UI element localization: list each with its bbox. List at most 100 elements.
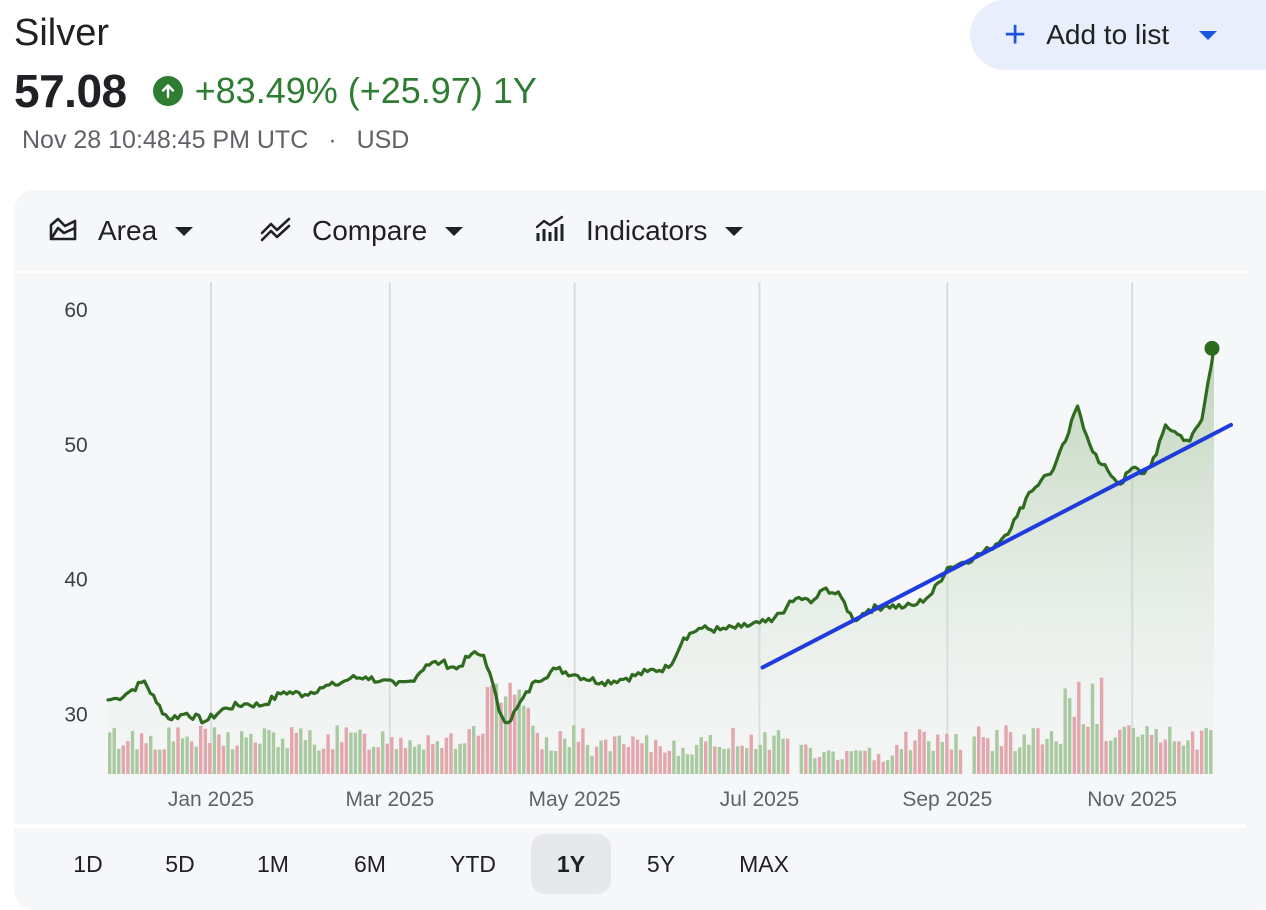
volume-bar	[1031, 728, 1035, 774]
volume-bar	[203, 728, 207, 774]
volume-bar	[280, 738, 285, 774]
volume-bar	[444, 737, 449, 774]
volume-bar	[435, 741, 439, 774]
volume-bar	[1109, 740, 1113, 774]
volume-bar	[899, 749, 904, 774]
volume-bar	[772, 735, 776, 774]
range-button-ytd[interactable]: YTD	[450, 850, 496, 877]
range-button-max[interactable]: MAX	[739, 850, 789, 877]
volume-bar	[1186, 740, 1190, 774]
volume-bar	[776, 730, 781, 774]
separator-dot: ·	[328, 126, 337, 154]
volume-bar	[654, 739, 658, 774]
volume-bar	[1190, 731, 1195, 774]
toolbar-divider	[14, 271, 1246, 273]
volume-bar	[326, 734, 330, 774]
volume-bar	[995, 730, 999, 774]
volume-bar	[940, 742, 944, 774]
price-row: 57.08 +83.49% (+25.97) 1Y	[14, 64, 537, 118]
range-button-5y[interactable]: 5Y	[646, 850, 676, 877]
volume-bar	[353, 732, 358, 774]
compare-dropdown[interactable]: Compare	[260, 190, 464, 272]
volume-bar	[881, 761, 885, 774]
add-to-list-button[interactable]: + Add to list	[970, 0, 1266, 70]
chart-type-dropdown[interactable]: Area	[48, 190, 194, 272]
volume-bar	[189, 741, 194, 774]
volume-bar	[785, 738, 790, 774]
volume-bar	[672, 740, 676, 774]
volume-bar	[745, 748, 749, 774]
range-button-1d[interactable]: 1D	[73, 850, 103, 877]
volume-bar	[1200, 730, 1204, 774]
volume-bar	[394, 749, 399, 774]
volume-bar	[171, 741, 176, 774]
chevron-down-icon	[445, 226, 464, 236]
volume-bar	[299, 728, 303, 774]
volume-bar	[303, 740, 308, 774]
volume-bar	[927, 741, 931, 774]
volume-bar	[626, 747, 631, 774]
volume-bar	[371, 746, 376, 774]
volume-bar	[576, 741, 581, 774]
volume-bar	[494, 683, 499, 774]
volume-bar	[663, 752, 667, 774]
volume-bar	[767, 749, 772, 774]
volume-bar	[117, 748, 121, 774]
volume-bar	[699, 737, 703, 774]
page-title: Silver	[14, 12, 110, 54]
volume-bar	[476, 735, 480, 774]
area-chart-icon	[48, 216, 78, 247]
volume-bar	[972, 736, 976, 774]
volume-bar	[531, 725, 535, 774]
y-tick-label: 50	[64, 434, 87, 457]
volume-bar	[408, 740, 412, 774]
volume-bar	[508, 682, 512, 774]
volume-bar	[1113, 737, 1117, 774]
volume-bar	[367, 749, 371, 774]
volume-bar	[1090, 683, 1095, 774]
volume-bar	[485, 687, 490, 774]
volume-bar	[690, 754, 694, 774]
volume-bar	[704, 741, 708, 774]
volume-bar	[139, 733, 144, 774]
volume-bar	[717, 746, 722, 774]
y-tick-label: 40	[64, 569, 87, 592]
volume-bar	[913, 740, 917, 774]
range-button-1m[interactable]: 1M	[257, 850, 289, 877]
volume-bar	[931, 750, 935, 774]
volume-bar	[526, 707, 530, 774]
volume-bar	[462, 743, 467, 774]
volume-bar	[1145, 726, 1149, 774]
volume-bar	[167, 727, 171, 774]
x-tick-label: Jan 2025	[168, 788, 254, 811]
volume-bar	[540, 749, 544, 774]
volume-bar	[990, 751, 995, 774]
volume-bar	[1172, 741, 1177, 774]
volume-bar	[836, 759, 840, 774]
chevron-down-icon[interactable]	[1199, 30, 1218, 40]
range-button-6m[interactable]: 6M	[354, 850, 386, 877]
x-tick-label: Mar 2025	[345, 788, 434, 811]
volume-bar	[1140, 734, 1145, 774]
trendline	[760, 422, 1233, 670]
volume-bar	[840, 759, 844, 774]
indicators-dropdown[interactable]: Indicators	[534, 190, 744, 272]
volume-bar	[362, 733, 367, 774]
volume-bar	[617, 735, 621, 774]
volume-bar	[358, 729, 362, 774]
volume-bar	[385, 743, 389, 774]
volume-bar	[417, 744, 421, 774]
volume-bar	[458, 743, 462, 774]
volume-bar	[1181, 745, 1186, 774]
volume-bar	[544, 737, 549, 774]
price-line	[106, 346, 1216, 725]
volume-bar	[1163, 739, 1167, 774]
volume-bar	[804, 744, 808, 774]
volume-bar	[1149, 735, 1154, 774]
volume-bar	[513, 694, 517, 774]
current-price-dot	[1204, 340, 1220, 356]
range-button-5d[interactable]: 5D	[165, 850, 195, 877]
range-button-1y[interactable]: 1Y	[531, 834, 611, 894]
volume-bar	[849, 751, 853, 774]
